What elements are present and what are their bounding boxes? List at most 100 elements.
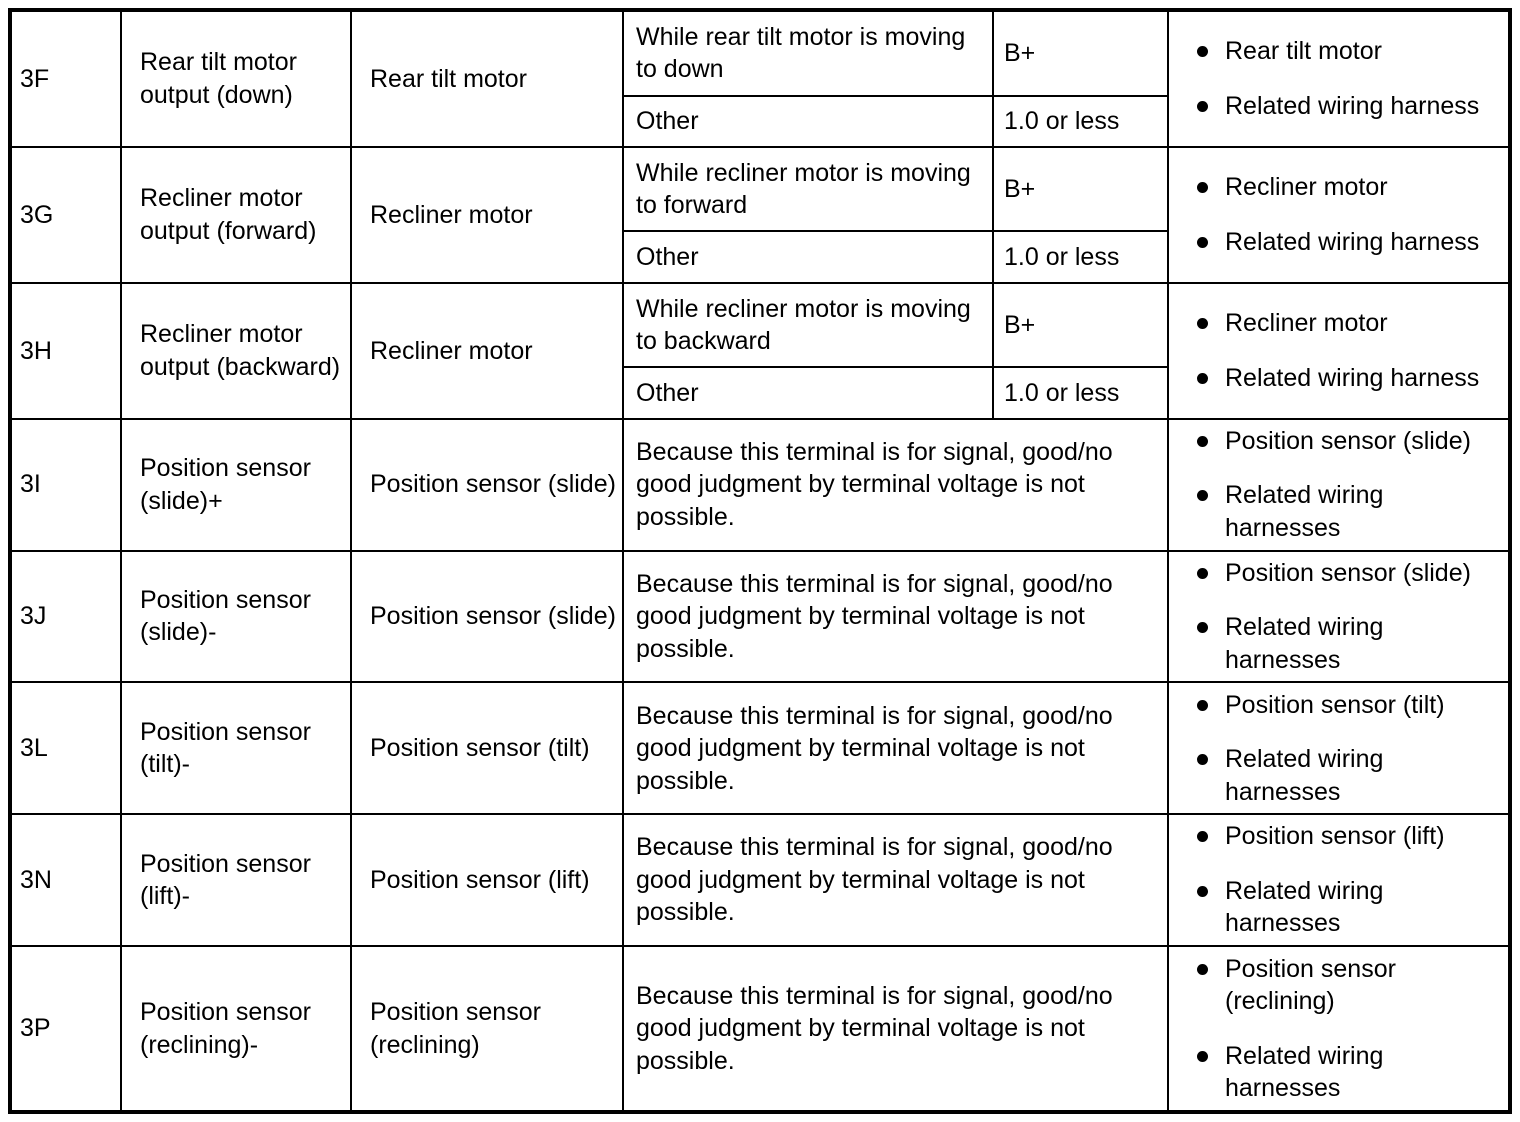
- table-row: 3F Rear tilt motor output (down) Rear tilt…: [9, 9, 1511, 148]
- related-part-item: Related wiring harnesses: [1197, 611, 1498, 676]
- bullet-icon: [1197, 435, 1208, 447]
- measurement-row: While rear tilt motor is moving to down B…: [624, 12, 1167, 97]
- voltage-value-cell: B+: [993, 12, 1167, 97]
- terminal-number-cell: 3H: [9, 281, 122, 420]
- related-part-label: Recliner motor: [1225, 309, 1388, 338]
- related-part-label: Position sensor (lift): [1225, 822, 1445, 851]
- connected-item-cell: Position sensor (slide): [350, 549, 624, 684]
- terminal-description: Position sensor (tilt)-: [140, 717, 311, 779]
- related-parts-list: Position sensor (reclining) Related wirin…: [1169, 949, 1508, 1109]
- measurement-row: Other 1.0 or less: [624, 231, 1167, 282]
- related-part-label: Related wiring harness: [1225, 91, 1480, 120]
- bullet-icon: [1197, 372, 1208, 384]
- connected-item: Position sensor (slide): [370, 470, 616, 499]
- related-part-item: Recliner motor: [1197, 307, 1498, 340]
- bullet-icon: [1197, 754, 1208, 766]
- table-row: 3N Position sensor (lift)- Position sensor…: [9, 813, 1511, 948]
- bullet-icon: [1197, 622, 1208, 634]
- terminal-description: Recliner motor output (forward): [140, 184, 317, 245]
- terminal-description-cell: Position sensor (tilt)-: [120, 681, 352, 816]
- terminal-number: 3P: [20, 1014, 51, 1043]
- related-part-item: Position sensor (lift): [1197, 820, 1498, 853]
- measurement-row: While recliner motor is moving to backwa…: [624, 283, 1167, 369]
- condition-text: Other: [636, 378, 699, 407]
- related-part-item: Position sensor (reclining): [1197, 953, 1498, 1018]
- related-parts-list: Position sensor (slide) Related wiring ha…: [1169, 421, 1508, 549]
- signal-note-text: Because this terminal is for signal, goo…: [636, 437, 1113, 531]
- terminal-voltage-table: 3F Rear tilt motor output (down) Rear tilt…: [8, 8, 1512, 1114]
- related-part-label: Position sensor (reclining): [1225, 954, 1396, 1016]
- table-row: 3J Position sensor (slide)- Position senso…: [9, 549, 1511, 684]
- related-part-item: Related wiring harnesses: [1197, 1040, 1498, 1105]
- measurement-row: Other 1.0 or less: [624, 95, 1167, 146]
- condition-text: While rear tilt motor is moving to down: [636, 22, 966, 84]
- terminal-number: 3H: [20, 336, 52, 365]
- terminal-description-cell: Position sensor (reclining)-: [120, 945, 352, 1113]
- terminal-description-cell: Position sensor (slide)+: [120, 417, 352, 552]
- related-part-label: Recliner motor: [1225, 173, 1388, 202]
- measurement-row: Other 1.0 or less: [624, 367, 1167, 418]
- related-part-item: Related wiring harness: [1197, 90, 1498, 123]
- terminal-number: 3N: [20, 865, 52, 894]
- terminal-description: Rear tilt motor output (down): [140, 48, 297, 109]
- related-parts-cell: Rear tilt motor Related wiring harness: [1167, 9, 1511, 148]
- related-parts-cell: Position sensor (tilt) Related wiring har…: [1167, 681, 1511, 816]
- connected-item: Rear tilt motor: [370, 64, 527, 93]
- voltage-value-text: B+: [1004, 310, 1036, 339]
- terminal-description: Position sensor (lift)-: [140, 849, 311, 911]
- related-part-label: Rear tilt motor: [1225, 37, 1382, 66]
- related-parts-list: Recliner motor Related wiring harness: [1169, 167, 1508, 262]
- terminal-number-cell: 3F: [9, 9, 122, 148]
- signal-note-text: Because this terminal is for signal, goo…: [636, 701, 1113, 795]
- terminal-description: Position sensor (slide)+: [140, 454, 311, 515]
- terminal-number: 3I: [20, 470, 41, 499]
- related-part-item: Position sensor (slide): [1197, 425, 1498, 458]
- condition-cell: While recliner motor is moving to forwar…: [624, 147, 994, 233]
- related-parts-list: Recliner motor Related wiring harness: [1169, 303, 1508, 398]
- signal-note-cell: Because this terminal is for signal, goo…: [622, 549, 1169, 684]
- measurement-subtable: While rear tilt motor is moving to down B…: [624, 12, 1167, 146]
- terminal-number: 3F: [20, 64, 50, 93]
- terminal-number: 3J: [20, 602, 47, 631]
- terminal-description: Position sensor (slide)-: [140, 585, 311, 647]
- condition-text: Other: [636, 242, 699, 271]
- voltage-value-cell: B+: [993, 283, 1167, 369]
- terminal-description-cell: Position sensor (lift)-: [120, 813, 352, 948]
- voltage-value-text: 1.0 or less: [1004, 242, 1120, 271]
- connected-item-cell: Position sensor (tilt): [350, 681, 624, 816]
- signal-note-text: Because this terminal is for signal, goo…: [636, 981, 1113, 1075]
- related-part-label: Position sensor (slide): [1225, 558, 1471, 587]
- related-part-item: Related wiring harnesses: [1197, 743, 1498, 808]
- terminal-number: 3L: [20, 734, 48, 763]
- related-parts-list: Position sensor (tilt) Related wiring har…: [1169, 685, 1508, 813]
- condition-text: Other: [636, 106, 699, 135]
- voltage-value-text: B+: [1004, 174, 1036, 203]
- measurement-cell: While recliner motor is moving to backwa…: [622, 281, 1169, 420]
- signal-note-cell: Because this terminal is for signal, goo…: [622, 417, 1169, 552]
- table-row: 3P Position sensor (reclining)- Position s…: [9, 945, 1511, 1113]
- table-body: 3F Rear tilt motor output (down) Rear tilt…: [9, 9, 1511, 1113]
- related-parts-cell: Recliner motor Related wiring harness: [1167, 145, 1511, 284]
- measurement-cell: While rear tilt motor is moving to down B…: [622, 9, 1169, 148]
- condition-cell: Other: [624, 367, 994, 418]
- signal-note-text: Because this terminal is for signal, goo…: [636, 569, 1113, 663]
- related-part-item: Related wiring harnesses: [1197, 479, 1498, 544]
- terminal-number-cell: 3G: [9, 145, 122, 284]
- measurement-subtable: While recliner motor is moving to forwar…: [624, 147, 1167, 282]
- condition-cell: While recliner motor is moving to backwa…: [624, 283, 994, 369]
- voltage-value-cell: B+: [993, 147, 1167, 233]
- signal-note-text: Because this terminal is for signal, goo…: [636, 833, 1113, 927]
- terminal-description-cell: Recliner motor output (backward): [120, 281, 352, 420]
- related-part-item: Related wiring harness: [1197, 226, 1498, 259]
- related-part-item: Position sensor (slide): [1197, 557, 1498, 590]
- related-part-item: Recliner motor: [1197, 171, 1498, 204]
- related-parts-cell: Position sensor (slide) Related wiring ha…: [1167, 549, 1511, 684]
- related-part-item: Related wiring harness: [1197, 362, 1498, 395]
- related-parts-list: Position sensor (lift) Related wiring har…: [1169, 816, 1508, 944]
- terminal-description-cell: Recliner motor output (forward): [120, 145, 352, 284]
- bullet-icon: [1197, 236, 1208, 248]
- connected-item: Recliner motor: [370, 336, 533, 365]
- connected-item: Position sensor (tilt): [370, 734, 590, 763]
- connected-item: Recliner motor: [370, 200, 533, 229]
